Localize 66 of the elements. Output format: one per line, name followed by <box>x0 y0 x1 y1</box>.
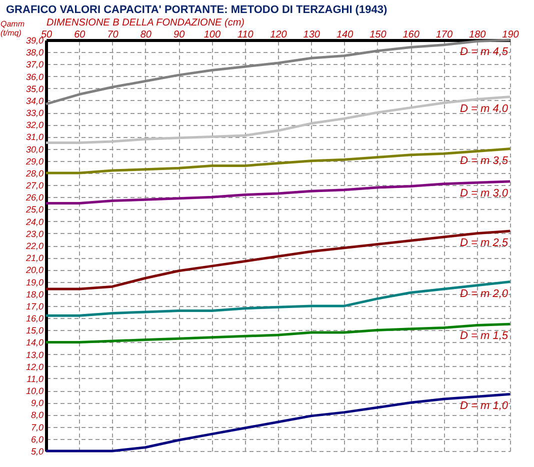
line-series <box>44 230 512 290</box>
y-tick-label: 35,0 <box>26 84 44 94</box>
x-tick-label: 60 <box>74 30 86 40</box>
y-tick-label: 19,0 <box>26 277 44 288</box>
y-tick-label: 27,0 <box>24 180 44 191</box>
series-label: D = m 3,5 <box>460 154 509 167</box>
x-tick-label: 70 <box>107 30 119 40</box>
x-tick-label: 90 <box>174 30 186 40</box>
line-series <box>44 322 512 344</box>
y-tick-label: 26,0 <box>24 192 44 203</box>
series-label: D = m 4,0 <box>460 102 509 115</box>
series-label: D = m 1,0 <box>460 400 509 412</box>
y-tick-label: 34,0 <box>26 96 44 106</box>
y-tick-label: 23,0 <box>24 228 44 239</box>
x-tick-label: 170 <box>436 30 453 40</box>
y-tick-label: 25,0 <box>24 204 44 215</box>
y-tick-label: 28,0 <box>24 168 44 178</box>
y-tick-label: 5,0 <box>30 446 44 456</box>
series-label: D = m 4,5 <box>460 46 509 58</box>
y-tick-label: 32,0 <box>26 120 44 130</box>
y-tick-label: 20,0 <box>24 265 44 276</box>
y-tick-label: 24,0 <box>24 216 44 227</box>
y-tick-label: 11,0 <box>26 374 44 384</box>
x-tick-label: 190 <box>502 30 520 40</box>
y-tick-label: 12,0 <box>26 362 44 372</box>
series-label: D = m 3,0 <box>460 187 509 200</box>
y-tick-label: 10,0 <box>26 386 44 396</box>
y-tick-label: 16,0 <box>26 314 44 324</box>
y-tick-label: 22,0 <box>24 241 44 251</box>
line-series <box>44 148 512 174</box>
y-tick-label: 7,0 <box>30 422 44 432</box>
x-tick-label: 140 <box>336 30 354 40</box>
y-tick-label: 8,0 <box>30 410 44 420</box>
x-tick-label: 110 <box>237 30 254 40</box>
y-tick-label: 30,0 <box>26 144 44 154</box>
y-tick-label: 37,0 <box>26 60 44 70</box>
y-tick-label: 21,0 <box>24 253 44 264</box>
line-series <box>44 280 512 317</box>
line-series <box>44 180 512 204</box>
x-tick-label: 180 <box>469 30 486 40</box>
x-tick-label: 160 <box>402 30 420 40</box>
x-tick-label: 150 <box>370 30 387 40</box>
y-axis-title: Qamm (t/mq) <box>0 20 25 38</box>
y-tick-label: 31,0 <box>26 132 44 142</box>
y-tick-label: 14,0 <box>26 338 44 348</box>
y-tick-label: 6,0 <box>30 434 44 444</box>
series-label: D = m 1,5 <box>460 330 509 342</box>
y-tick-label: 33,0 <box>26 108 44 118</box>
x-tick-label: 100 <box>204 30 221 40</box>
y-tick-label: 29,0 <box>24 156 44 166</box>
x-tick-label: 120 <box>270 30 288 40</box>
line-series <box>44 96 512 144</box>
y-tick-label: 17,0 <box>26 301 44 312</box>
y-tick-label: 36,0 <box>26 72 44 82</box>
y-tick-label: 39,0 <box>26 36 44 46</box>
y-tick-label: 13,0 <box>26 350 44 360</box>
y-tick-label: 9,0 <box>30 398 44 408</box>
x-tick-label: 130 <box>303 30 320 40</box>
series-label: D = m 2,5 <box>460 236 509 249</box>
x-tick-label: 80 <box>140 30 152 40</box>
chart-title: GRAFICO VALORI CAPACITA' PORTANTE: METODO DI TERZAGHI (1943) <box>6 4 388 16</box>
y-tick-label: 38,0 <box>26 48 44 58</box>
y-tick-label: 18,0 <box>26 289 44 300</box>
series-label: D = m 2,0 <box>460 288 509 300</box>
x-axis-title: DIMENSIONE B DELLA FONDAZIONE (cm) <box>46 18 244 28</box>
y-tick-label: 15,0 <box>26 326 44 336</box>
